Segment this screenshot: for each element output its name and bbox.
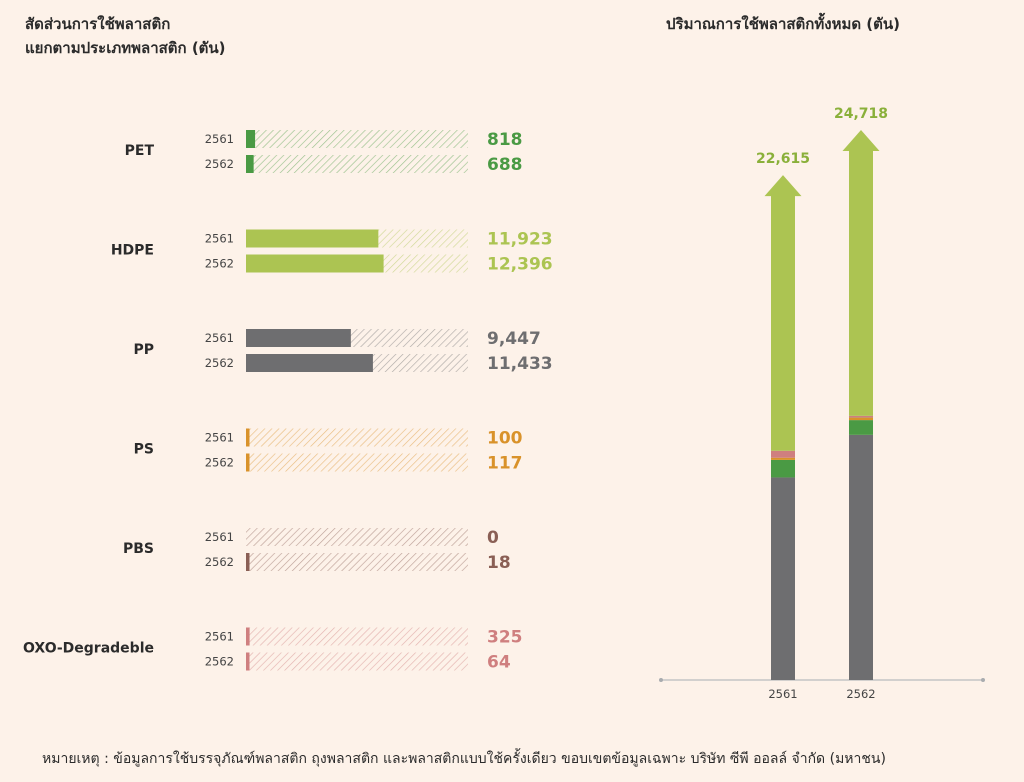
- value-label: 117: [487, 454, 523, 474]
- bar: [246, 155, 254, 173]
- year-label: 2562: [205, 456, 234, 470]
- bar: [246, 130, 256, 148]
- bar-track: [246, 553, 468, 571]
- value-label: 11,433: [487, 354, 553, 374]
- category-label: PBS: [123, 541, 154, 557]
- bar: [246, 254, 384, 273]
- bar: [246, 453, 250, 472]
- stack-segment: [771, 195, 795, 451]
- stack-segment: [771, 450, 795, 458]
- category-label: PS: [134, 442, 154, 458]
- year-label: 2562: [205, 655, 234, 669]
- stack-segment: [849, 434, 873, 680]
- category-label: OXO-Degradeble: [23, 641, 154, 657]
- year-label: 2562: [205, 157, 234, 171]
- bar: [246, 229, 379, 248]
- bar: [246, 329, 351, 347]
- year-label: 2562: [205, 257, 234, 271]
- value-label: 688: [487, 155, 523, 175]
- left-title-line1: สัดส่วนการใช้พลาสติก: [25, 15, 171, 33]
- footnote: หมายเหตุ : ข้อมูลการใช้บรรจุภัณฑ์พลาสติก…: [42, 751, 886, 767]
- total-label: 24,718: [834, 106, 888, 122]
- year-label: 2561: [205, 132, 234, 146]
- year-label: 2561: [205, 232, 234, 246]
- bar: [246, 627, 250, 646]
- bar-track: [246, 453, 468, 472]
- value-label: 818: [487, 130, 523, 150]
- arrow-head: [764, 175, 802, 197]
- value-label: 325: [487, 628, 523, 648]
- year-label: 2561: [205, 431, 234, 445]
- total-label: 22,615: [756, 151, 810, 167]
- year-label: 2561: [205, 630, 234, 644]
- bar-track: [246, 528, 468, 546]
- bar-track: [246, 627, 468, 646]
- category-label: PP: [133, 342, 154, 358]
- value-label: 18: [487, 553, 511, 573]
- bar: [246, 428, 250, 447]
- right-stacked-chart: 22,615 2561 24,718 2562: [659, 106, 985, 701]
- stack-segment: [771, 459, 795, 478]
- x-tick-label: 2561: [768, 687, 797, 701]
- bar-track: [246, 652, 468, 671]
- year-label: 2561: [205, 530, 234, 544]
- value-label: 100: [487, 429, 523, 449]
- bar: [246, 354, 373, 372]
- bar: [246, 652, 250, 671]
- left-title-line2: แยกตามประเภทพลาสติก (ตัน): [25, 39, 226, 57]
- bar-track: [246, 155, 468, 173]
- left-chart-title: สัดส่วนการใช้พลาสติก แยกตามประเภทพลาสติก…: [25, 12, 226, 60]
- left-bar-chart: PET 2561 818 2562 688 HDPE 2561 11,923 2562 12,39…: [23, 130, 553, 673]
- value-label: 12,396: [487, 255, 553, 275]
- bar-track: [246, 130, 468, 148]
- bar-track: [246, 428, 468, 447]
- year-label: 2561: [205, 331, 234, 345]
- value-label: 0: [487, 528, 499, 548]
- value-label: 11,923: [487, 230, 553, 250]
- stack-segment: [771, 457, 795, 460]
- bar: [246, 553, 250, 571]
- stack-segment: [849, 150, 873, 416]
- stack-segment: [849, 415, 873, 418]
- year-label: 2562: [205, 555, 234, 569]
- stack-segment: [849, 417, 873, 421]
- category-label: HDPE: [111, 243, 154, 259]
- category-label: PET: [125, 143, 155, 159]
- stack-segment: [849, 420, 873, 435]
- stack-segment: [771, 477, 795, 680]
- value-label: 9,447: [487, 329, 541, 349]
- right-chart-title: ปริมาณการใช้พลาสติกทั้งหมด (ตัน): [666, 15, 901, 33]
- year-label: 2562: [205, 356, 234, 370]
- value-label: 64: [487, 653, 511, 673]
- arrow-head: [842, 130, 880, 152]
- x-tick-label: 2562: [846, 687, 875, 701]
